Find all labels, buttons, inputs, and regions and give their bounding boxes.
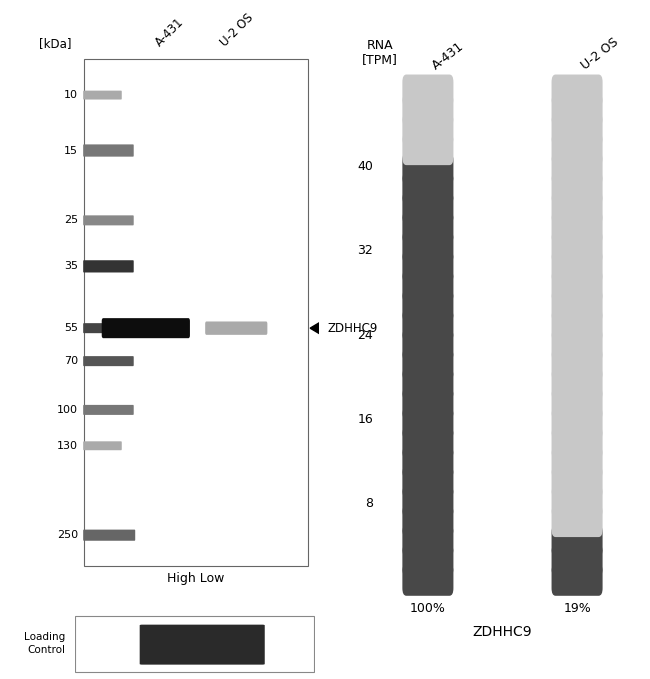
FancyBboxPatch shape — [552, 153, 603, 185]
FancyBboxPatch shape — [402, 94, 454, 126]
Text: 24: 24 — [358, 329, 373, 342]
FancyBboxPatch shape — [402, 348, 454, 380]
FancyBboxPatch shape — [402, 75, 454, 107]
FancyBboxPatch shape — [402, 329, 454, 361]
Text: 130: 130 — [57, 441, 78, 451]
FancyBboxPatch shape — [402, 133, 454, 165]
FancyBboxPatch shape — [552, 427, 603, 459]
FancyBboxPatch shape — [402, 172, 454, 204]
FancyBboxPatch shape — [402, 388, 454, 420]
FancyBboxPatch shape — [75, 616, 314, 672]
FancyBboxPatch shape — [552, 447, 603, 478]
FancyBboxPatch shape — [552, 231, 603, 263]
FancyBboxPatch shape — [402, 212, 454, 244]
FancyBboxPatch shape — [83, 356, 134, 366]
FancyBboxPatch shape — [552, 545, 603, 576]
FancyBboxPatch shape — [552, 290, 603, 322]
Text: A-431: A-431 — [153, 16, 186, 50]
FancyBboxPatch shape — [83, 90, 122, 100]
Polygon shape — [310, 319, 325, 337]
Text: 55: 55 — [64, 323, 78, 333]
Text: 40: 40 — [358, 160, 373, 173]
Text: 35: 35 — [64, 261, 78, 272]
Text: High Low: High Low — [167, 572, 225, 585]
Text: 19%: 19% — [563, 602, 591, 615]
FancyBboxPatch shape — [552, 75, 603, 107]
FancyBboxPatch shape — [552, 270, 603, 302]
FancyBboxPatch shape — [83, 441, 122, 450]
FancyBboxPatch shape — [552, 564, 603, 595]
FancyBboxPatch shape — [402, 407, 454, 439]
FancyBboxPatch shape — [402, 545, 454, 576]
Text: RNA
[TPM]: RNA [TPM] — [362, 39, 398, 67]
Text: 32: 32 — [358, 244, 373, 257]
Text: 250: 250 — [57, 530, 78, 540]
FancyBboxPatch shape — [402, 466, 454, 498]
FancyBboxPatch shape — [552, 348, 603, 380]
FancyBboxPatch shape — [205, 321, 267, 335]
FancyBboxPatch shape — [552, 133, 603, 165]
FancyBboxPatch shape — [552, 172, 603, 204]
FancyBboxPatch shape — [83, 145, 134, 157]
Text: 100%: 100% — [410, 602, 446, 615]
FancyBboxPatch shape — [552, 113, 603, 145]
FancyBboxPatch shape — [402, 427, 454, 459]
FancyBboxPatch shape — [140, 625, 265, 665]
FancyBboxPatch shape — [402, 270, 454, 302]
FancyBboxPatch shape — [402, 368, 454, 400]
Text: 16: 16 — [358, 413, 373, 426]
Text: 8: 8 — [365, 497, 373, 511]
FancyBboxPatch shape — [402, 485, 454, 517]
FancyBboxPatch shape — [552, 251, 603, 282]
Text: 10: 10 — [64, 90, 78, 100]
FancyBboxPatch shape — [402, 153, 454, 185]
FancyBboxPatch shape — [83, 405, 134, 415]
FancyBboxPatch shape — [84, 59, 308, 566]
FancyBboxPatch shape — [402, 310, 454, 342]
Text: 70: 70 — [64, 356, 78, 366]
FancyBboxPatch shape — [552, 212, 603, 244]
FancyBboxPatch shape — [552, 505, 603, 537]
FancyBboxPatch shape — [83, 530, 135, 540]
FancyBboxPatch shape — [402, 251, 454, 282]
FancyBboxPatch shape — [552, 466, 603, 498]
Text: U-2 OS: U-2 OS — [578, 36, 621, 73]
FancyBboxPatch shape — [101, 318, 190, 338]
Text: 25: 25 — [64, 215, 78, 225]
FancyBboxPatch shape — [552, 310, 603, 342]
Text: A-431: A-431 — [430, 40, 466, 73]
FancyBboxPatch shape — [552, 192, 603, 224]
FancyBboxPatch shape — [402, 290, 454, 322]
FancyBboxPatch shape — [552, 388, 603, 420]
Text: ZDHHC9: ZDHHC9 — [473, 625, 532, 639]
Text: Loading
Control: Loading Control — [24, 632, 65, 655]
FancyBboxPatch shape — [402, 505, 454, 537]
FancyBboxPatch shape — [552, 407, 603, 439]
FancyBboxPatch shape — [402, 113, 454, 145]
FancyBboxPatch shape — [83, 260, 134, 272]
Text: ZDHHC9: ZDHHC9 — [328, 322, 378, 335]
FancyBboxPatch shape — [402, 525, 454, 557]
FancyBboxPatch shape — [552, 368, 603, 400]
FancyBboxPatch shape — [402, 192, 454, 224]
Text: [kDa]: [kDa] — [39, 37, 72, 50]
FancyBboxPatch shape — [552, 485, 603, 517]
FancyBboxPatch shape — [552, 525, 603, 557]
FancyBboxPatch shape — [402, 447, 454, 478]
Text: 15: 15 — [64, 145, 78, 155]
FancyBboxPatch shape — [402, 564, 454, 595]
Text: 100: 100 — [57, 405, 78, 415]
FancyBboxPatch shape — [552, 94, 603, 126]
Text: U-2 OS: U-2 OS — [218, 12, 256, 50]
FancyBboxPatch shape — [83, 215, 134, 225]
FancyBboxPatch shape — [552, 329, 603, 361]
FancyBboxPatch shape — [83, 323, 134, 333]
FancyBboxPatch shape — [402, 231, 454, 263]
